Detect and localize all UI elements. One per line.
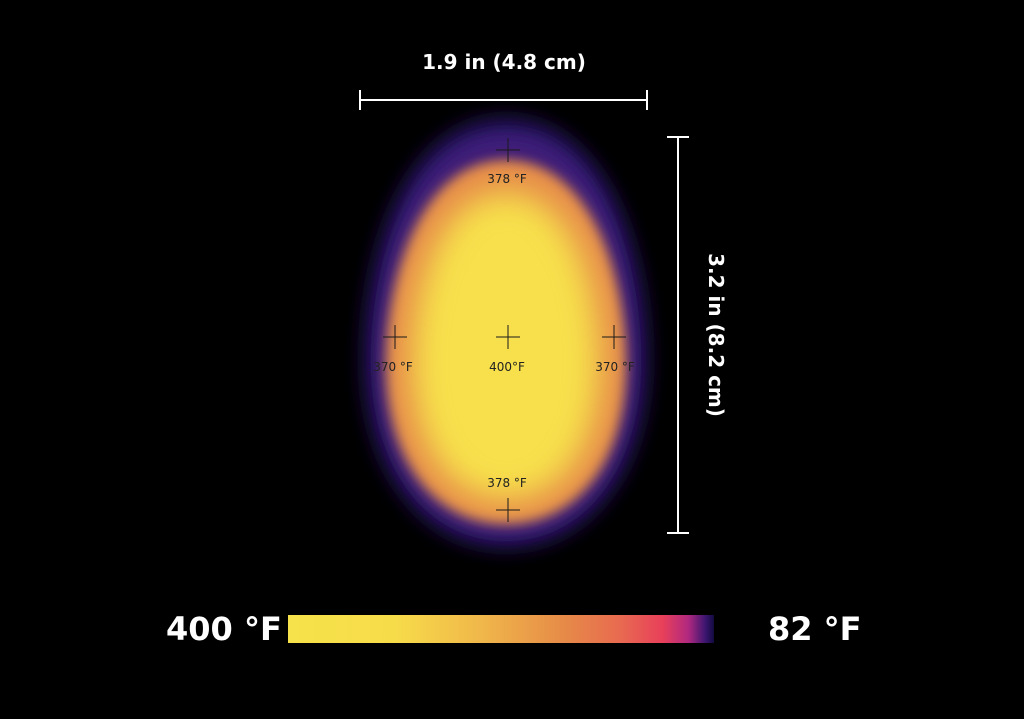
- heat-zone-hot: [412, 192, 600, 500]
- temperature-scale-bar: [288, 615, 714, 643]
- width-dimension: [359, 90, 648, 110]
- height-dimension: [667, 136, 689, 534]
- width-label: 1.9 in (4.8 cm): [422, 50, 586, 74]
- height-label: 3.2 in (8.2 cm): [704, 253, 728, 417]
- temp-label-bottom: 378 °F: [487, 476, 527, 490]
- scale-max-label: 400 °F: [166, 610, 282, 648]
- crosshair-bottom-icon: [496, 498, 520, 522]
- temp-label-center: 400°F: [489, 360, 525, 374]
- temp-label-top: 378 °F: [487, 172, 527, 186]
- temp-label-right: 370 °F: [595, 360, 635, 374]
- temp-label-left: 370 °F: [373, 360, 413, 374]
- crosshair-center-icon: [496, 325, 520, 349]
- scale-min-label: 82 °F: [768, 610, 862, 648]
- crosshair-left-icon: [383, 325, 407, 349]
- crosshair-right-icon: [602, 325, 626, 349]
- crosshair-top-icon: [496, 138, 520, 162]
